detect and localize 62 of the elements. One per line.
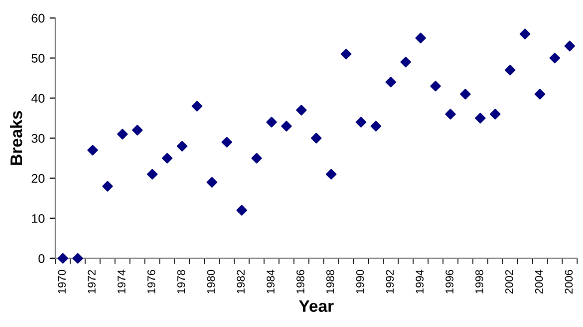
point [340,48,352,60]
x-tick-label: 1990 [356,270,364,294]
point [474,112,486,124]
y-tick-label: 50 [32,54,44,63]
point [192,100,202,112]
y-tick-label: 0 [38,254,44,263]
point [326,168,336,180]
x-tick-label: 2004 [535,270,543,294]
x-tick-label: 1988 [326,270,334,294]
x-tick-label: 1996 [446,270,454,294]
y-tick-label: 20 [32,174,44,183]
point [176,140,188,152]
x-tick-label: 1986 [296,270,304,294]
x-tick-label: 1992 [386,270,394,294]
point [281,120,292,132]
x-tick-label: 1982 [236,270,245,294]
y-tick-label: 10 [32,214,44,223]
point [445,108,456,120]
point [430,80,441,92]
x-tick-label: 1980 [207,270,215,294]
point [102,180,113,192]
point [550,52,560,64]
point [87,144,98,156]
point [370,120,382,132]
point [251,152,262,164]
point [58,253,68,264]
point [117,128,128,140]
point [310,132,322,144]
point [534,88,546,100]
x-tick-label: 1978 [177,270,186,294]
x-tick-label: 1998 [475,270,484,294]
x-tick-label: 1970 [58,270,66,294]
point [460,88,471,100]
point [236,204,248,216]
point [266,116,277,128]
y-tick-label: 30 [32,134,44,143]
x-tick-label: 2002 [505,270,514,294]
point [222,136,232,148]
x-tick-label: 1974 [118,270,126,294]
point [162,152,172,164]
x-tick-label: 1976 [147,270,156,294]
point [206,176,218,188]
point [356,116,366,128]
x-axis-title: Year [298,300,334,312]
point [386,76,396,88]
point [132,124,143,136]
x-tick-label: 1984 [266,270,275,294]
x-tick-label: 1994 [416,270,424,294]
point [564,40,576,52]
point [296,104,307,116]
point [400,56,412,68]
x-tick-label: 2006 [564,270,573,294]
x-tick-label: 1972 [88,270,96,294]
y-axis-title: Breaks [10,111,22,165]
point [72,253,84,264]
y-tick-label: 60 [32,14,44,23]
point [504,64,516,76]
point [490,108,500,120]
point [520,28,530,40]
point [146,168,158,180]
y-tick-label: 40 [31,94,44,103]
point [415,32,426,44]
